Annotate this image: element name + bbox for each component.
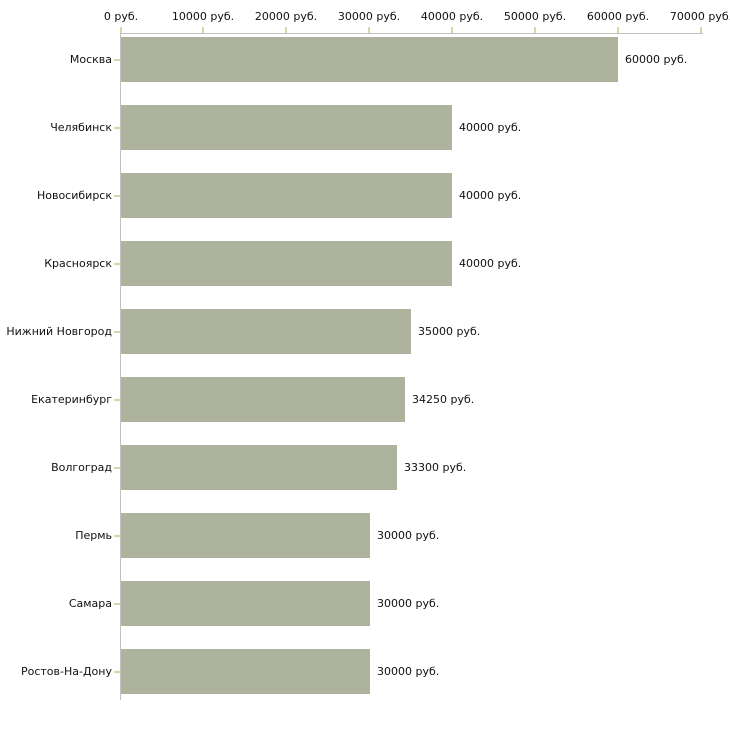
y-axis-line <box>120 33 121 700</box>
y-axis-tick <box>114 535 120 537</box>
category-label: Ростов-На-Дону <box>20 665 112 678</box>
y-axis-tick <box>114 331 120 333</box>
category-label: Самара <box>68 597 112 610</box>
x-axis-tick <box>617 27 619 33</box>
bar-москва <box>121 37 618 82</box>
bar-волгоград <box>121 445 397 490</box>
x-axis-tick <box>451 27 453 33</box>
x-axis-tick-label: 50000 руб. <box>503 10 567 23</box>
bar-самара <box>121 581 370 626</box>
x-axis-tick-label: 20000 руб. <box>254 10 318 23</box>
value-label: 34250 руб. <box>412 393 475 406</box>
value-label: 40000 руб. <box>459 189 522 202</box>
x-axis-tick <box>534 27 536 33</box>
x-axis-tick-label: 70000 руб. <box>669 10 730 23</box>
y-axis-tick <box>114 127 120 129</box>
value-label: 33300 руб. <box>404 461 467 474</box>
value-label: 40000 руб. <box>459 257 522 270</box>
x-axis-tick <box>120 27 122 33</box>
y-axis-tick <box>114 671 120 673</box>
y-axis-tick <box>114 195 120 197</box>
category-label: Красноярск <box>44 257 112 270</box>
category-label: Екатеринбург <box>31 393 112 406</box>
x-axis-tick-label: 10000 руб. <box>171 10 235 23</box>
x-axis-tick <box>368 27 370 33</box>
bar-челябинск <box>121 105 452 150</box>
value-label: 30000 руб. <box>377 597 440 610</box>
y-axis-tick <box>114 467 120 469</box>
category-label: Челябинск <box>50 121 112 134</box>
value-label: 60000 руб. <box>625 53 688 66</box>
bar-екатеринбург <box>121 377 405 422</box>
bar-красноярск <box>121 241 452 286</box>
value-label: 35000 руб. <box>418 325 481 338</box>
y-axis-tick <box>114 603 120 605</box>
bar-нижний-новгород <box>121 309 411 354</box>
x-axis-line <box>120 33 703 34</box>
x-axis-tick-label: 40000 руб. <box>420 10 484 23</box>
value-label: 40000 руб. <box>459 121 522 134</box>
category-label: Волгоград <box>51 461 112 474</box>
x-axis-tick-label: 60000 руб. <box>586 10 650 23</box>
value-label: 30000 руб. <box>377 665 440 678</box>
category-label: Нижний Новгород <box>6 325 112 338</box>
x-axis-tick-label: 30000 руб. <box>337 10 401 23</box>
x-axis-tick <box>202 27 204 33</box>
bar-ростов-на-дону <box>121 649 370 694</box>
bar-пермь <box>121 513 370 558</box>
x-axis-tick-label: 0 руб. <box>103 10 139 23</box>
bar-новосибирск <box>121 173 452 218</box>
x-axis-tick <box>285 27 287 33</box>
value-label: 30000 руб. <box>377 529 440 542</box>
category-label: Новосибирск <box>36 189 112 202</box>
category-label: Москва <box>69 53 112 66</box>
category-label: Пермь <box>75 529 112 542</box>
y-axis-tick <box>114 399 120 401</box>
y-axis-tick <box>114 263 120 265</box>
y-axis-tick <box>114 59 120 61</box>
x-axis-tick <box>700 27 702 33</box>
